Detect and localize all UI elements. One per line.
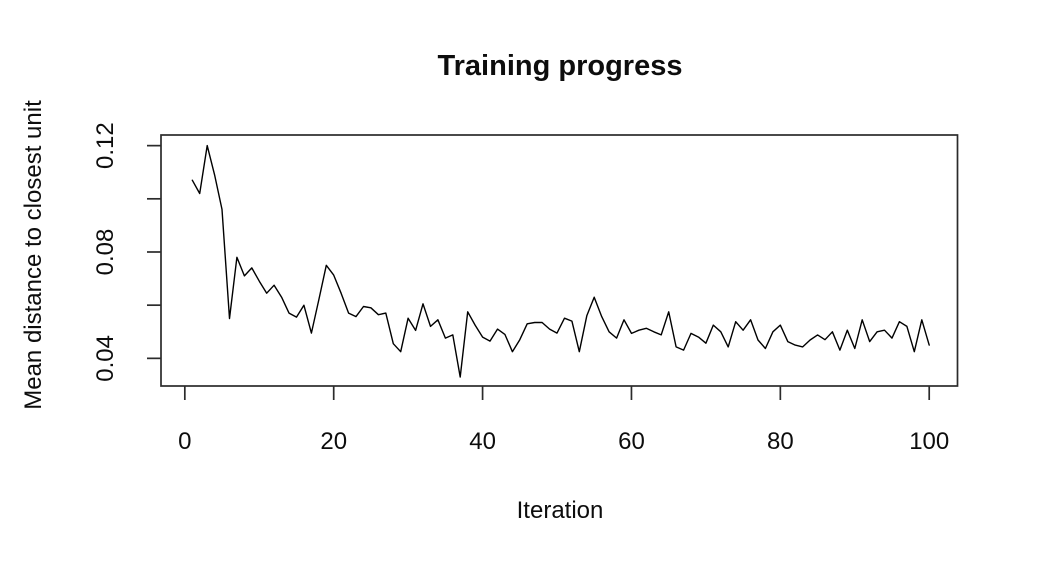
x-tick-label: 80 (767, 428, 794, 455)
plot-box (160, 134, 959, 387)
chart-title: Training progress (437, 50, 683, 82)
x-tick-label: 60 (618, 428, 645, 455)
x-tick-label: 100 (909, 428, 949, 455)
y-tick-label: 0.04 (92, 335, 119, 382)
x-tick-label: 20 (320, 428, 347, 455)
training-curve (191, 144, 930, 378)
x-tick-label: 40 (469, 428, 496, 455)
x-axis-title: Iteration (516, 497, 604, 524)
y-tick-label: 0.12 (92, 122, 119, 169)
x-tick-label: 0 (178, 428, 191, 455)
y-tick-label: 0.08 (92, 229, 119, 276)
